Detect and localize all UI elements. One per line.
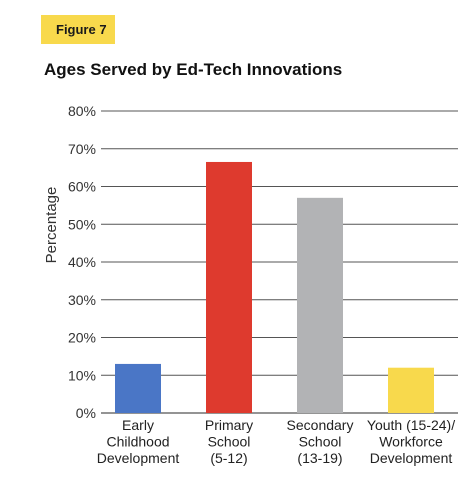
- x-tick-label-line: Early: [122, 417, 154, 433]
- y-tick-label: 0%: [76, 405, 96, 421]
- y-tick-label: 40%: [68, 254, 96, 270]
- x-tick-label-line: Primary: [205, 417, 253, 433]
- y-tick-label: 50%: [68, 216, 96, 232]
- y-tick-label: 30%: [68, 292, 96, 308]
- x-tick-label-line: School: [208, 434, 251, 450]
- figure-label: Figure 7: [56, 22, 107, 37]
- x-tick-label-line: School: [299, 434, 342, 450]
- bar: [297, 197, 343, 413]
- y-tick-label: 20%: [68, 330, 96, 346]
- x-tick-label: Early Childhood Development: [97, 417, 180, 466]
- y-tick-label: 80%: [68, 103, 96, 119]
- bar: [115, 363, 161, 413]
- x-tick-label-line: Development: [97, 450, 180, 466]
- x-tick-label: Youth (15-24)/Workforce Development: [367, 417, 455, 466]
- x-tick-label-line: Workforce: [379, 434, 443, 450]
- y-tick-label: 60%: [68, 179, 96, 195]
- bar: [206, 161, 252, 413]
- x-tick-label-line: (5-12): [210, 450, 247, 466]
- x-tick-label-line: Secondary: [287, 417, 354, 433]
- x-tick-label: Secondary School (13-19): [287, 417, 354, 466]
- x-tick-label: Primary School (5-12): [205, 417, 253, 466]
- gridlines: [101, 110, 458, 414]
- y-tick-label: 10%: [68, 367, 96, 383]
- bars: [115, 161, 434, 413]
- x-tick-label-line: Youth (15-24)/: [367, 417, 455, 433]
- y-tick-label: 70%: [68, 141, 96, 157]
- x-tick-label-line: Childhood: [106, 434, 169, 450]
- y-axis-label: Percentage: [43, 187, 60, 264]
- chart-title: Ages Served by Ed-Tech Innovations: [44, 60, 343, 79]
- y-tick-labels: 0% 10% 20% 30% 40% 50% 60% 70% 80%: [68, 103, 96, 421]
- figure-label-badge: Figure 7: [41, 15, 115, 44]
- x-tick-label-line: Development: [370, 450, 453, 466]
- bar: [388, 367, 434, 413]
- x-tick-label-line: (13-19): [297, 450, 342, 466]
